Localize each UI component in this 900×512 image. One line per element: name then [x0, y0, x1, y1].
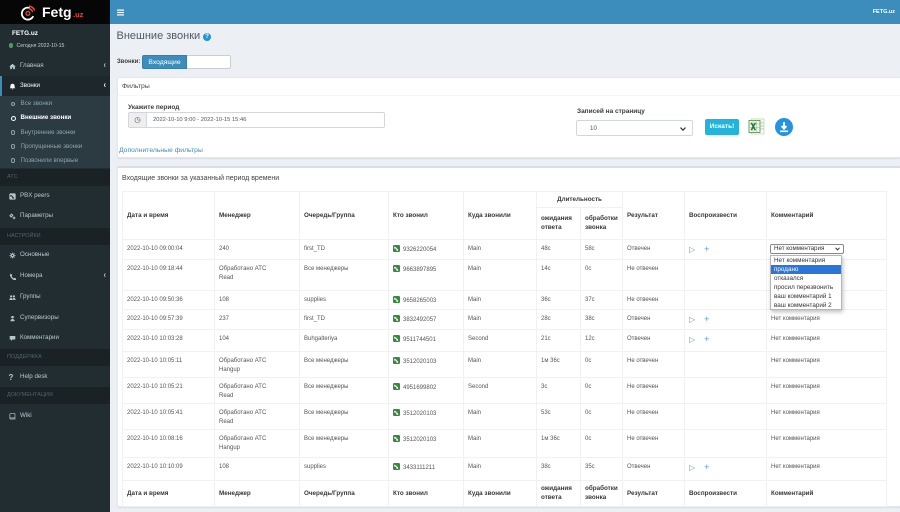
- svg-text:.uz: .uz: [73, 10, 84, 19]
- svg-text:Fetg: Fetg: [42, 4, 72, 20]
